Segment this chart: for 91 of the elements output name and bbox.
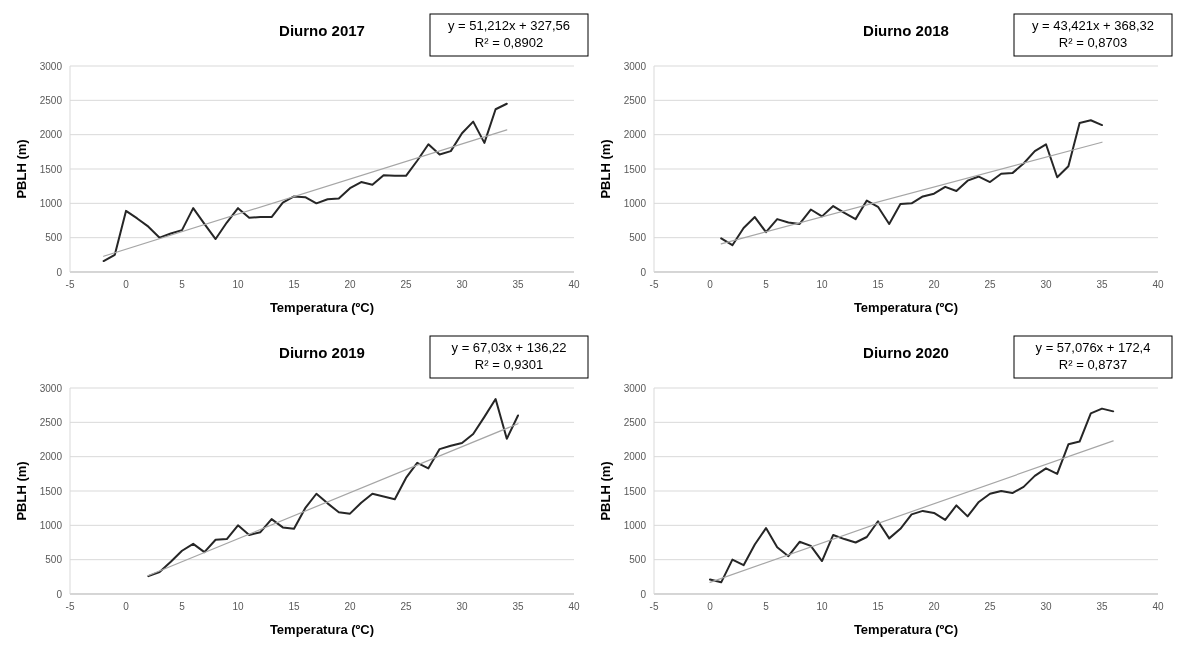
x-tick-label: 0 [707, 601, 714, 612]
x-tick-label: 20 [928, 279, 940, 290]
line-series [709, 407, 1115, 584]
x-tick-label: 35 [512, 279, 524, 290]
x-tick-label: 35 [1096, 601, 1108, 612]
x-axis-title: Temperatura (ºC) [269, 622, 375, 637]
y-tick-label: 3000 [39, 60, 63, 72]
y-tick-label: 1000 [623, 519, 647, 531]
x-tick-label: 30 [456, 601, 468, 612]
x-tick-label: 25 [984, 601, 996, 612]
x-tick-label: 20 [344, 279, 356, 290]
y-tick-label: 500 [45, 554, 63, 566]
x-tick-label: 30 [1040, 601, 1052, 612]
y-tick-label: 2000 [623, 129, 647, 141]
y-tick-label: 3000 [623, 382, 647, 394]
chart-title: Diurno 2018 [863, 22, 949, 39]
y-tick-label: 3000 [39, 382, 63, 394]
y-tick-label: 500 [629, 232, 647, 244]
x-tick-label: 40 [1152, 279, 1164, 290]
y-tick-label: 0 [640, 588, 647, 600]
x-tick-label: 35 [512, 601, 524, 612]
x-tick-label: 25 [984, 279, 996, 290]
x-tick-label: 15 [288, 279, 300, 290]
x-tick-label: -5 [649, 279, 659, 290]
chart-title: Diurno 2017 [279, 22, 365, 39]
x-tick-label: 25 [400, 279, 412, 290]
x-tick-label: -5 [649, 601, 659, 612]
x-tick-label: -5 [65, 279, 75, 290]
x-tick-label: 10 [816, 279, 828, 290]
x-axis-title: Temperatura (ºC) [269, 300, 375, 315]
y-tick-label: 1000 [623, 197, 647, 209]
x-tick-label: 20 [928, 601, 940, 612]
x-tick-label: 40 [568, 279, 580, 290]
x-tick-label: 0 [707, 279, 714, 290]
y-tick-label: 2500 [39, 94, 63, 106]
y-axis-title: PBLH (m) [598, 461, 613, 521]
y-tick-label: 0 [56, 588, 63, 600]
x-tick-label: 10 [232, 279, 244, 290]
y-tick-label: 1000 [39, 197, 63, 209]
text: y = 43,421x + 368,32 [1031, 18, 1155, 33]
y-tick-label: 2500 [623, 94, 647, 106]
y-tick-label: 1500 [623, 163, 647, 175]
x-tick-label: 40 [1152, 601, 1164, 612]
y-tick-label: 1500 [39, 163, 63, 175]
x-tick-label: 5 [179, 279, 186, 290]
text: R² = 0,9301 [474, 357, 544, 372]
y-tick-label: 3000 [623, 60, 647, 72]
y-tick-label: 500 [629, 554, 647, 566]
text: R² = 0,8902 [474, 35, 544, 50]
line-series [720, 119, 1103, 247]
x-axis-title: Temperatura (ºC) [853, 622, 959, 637]
y-tick-label: 2000 [623, 451, 647, 463]
y-tick-label: 1500 [39, 485, 63, 497]
x-tick-label: 5 [763, 279, 770, 290]
chart-title: Diurno 2020 [863, 344, 949, 361]
text: y = 51,212x + 327,56 [447, 18, 571, 33]
text: y = 57,076x + 172,4 [1035, 340, 1151, 355]
y-tick-label: 2000 [39, 129, 63, 141]
x-tick-label: 15 [288, 601, 300, 612]
y-axis-title: PBLH (m) [14, 461, 29, 521]
y-tick-label: 2500 [39, 416, 63, 428]
x-tick-label: 5 [179, 601, 186, 612]
line-series [102, 102, 508, 263]
text: R² = 0,8737 [1058, 357, 1128, 372]
x-tick-label: 30 [1040, 279, 1052, 290]
x-axis-title: Temperatura (ºC) [853, 300, 959, 315]
y-tick-label: 2500 [623, 416, 647, 428]
x-tick-label: 10 [816, 601, 828, 612]
y-axis-title: PBLH (m) [14, 139, 29, 199]
x-tick-label: 5 [763, 601, 770, 612]
x-tick-label: 35 [1096, 279, 1108, 290]
chart-title: Diurno 2019 [279, 344, 365, 361]
x-tick-label: 15 [872, 601, 884, 612]
text: R² = 0,8703 [1058, 35, 1128, 50]
x-tick-label: 0 [123, 279, 130, 290]
y-tick-label: 0 [56, 266, 63, 278]
y-tick-label: 2000 [39, 451, 63, 463]
y-tick-label: 500 [45, 232, 63, 244]
y-tick-label: 1000 [39, 519, 63, 531]
x-tick-label: 40 [568, 601, 580, 612]
x-tick-label: 25 [400, 601, 412, 612]
x-tick-label: 10 [232, 601, 244, 612]
x-tick-label: -5 [65, 601, 75, 612]
x-tick-label: 20 [344, 601, 356, 612]
y-tick-label: 1500 [623, 485, 647, 497]
x-tick-label: 30 [456, 279, 468, 290]
y-axis-title: PBLH (m) [598, 139, 613, 199]
text: y = 67,03x + 136,22 [451, 340, 567, 355]
x-tick-label: 0 [123, 601, 130, 612]
x-tick-label: 15 [872, 279, 884, 290]
y-tick-label: 0 [640, 266, 647, 278]
